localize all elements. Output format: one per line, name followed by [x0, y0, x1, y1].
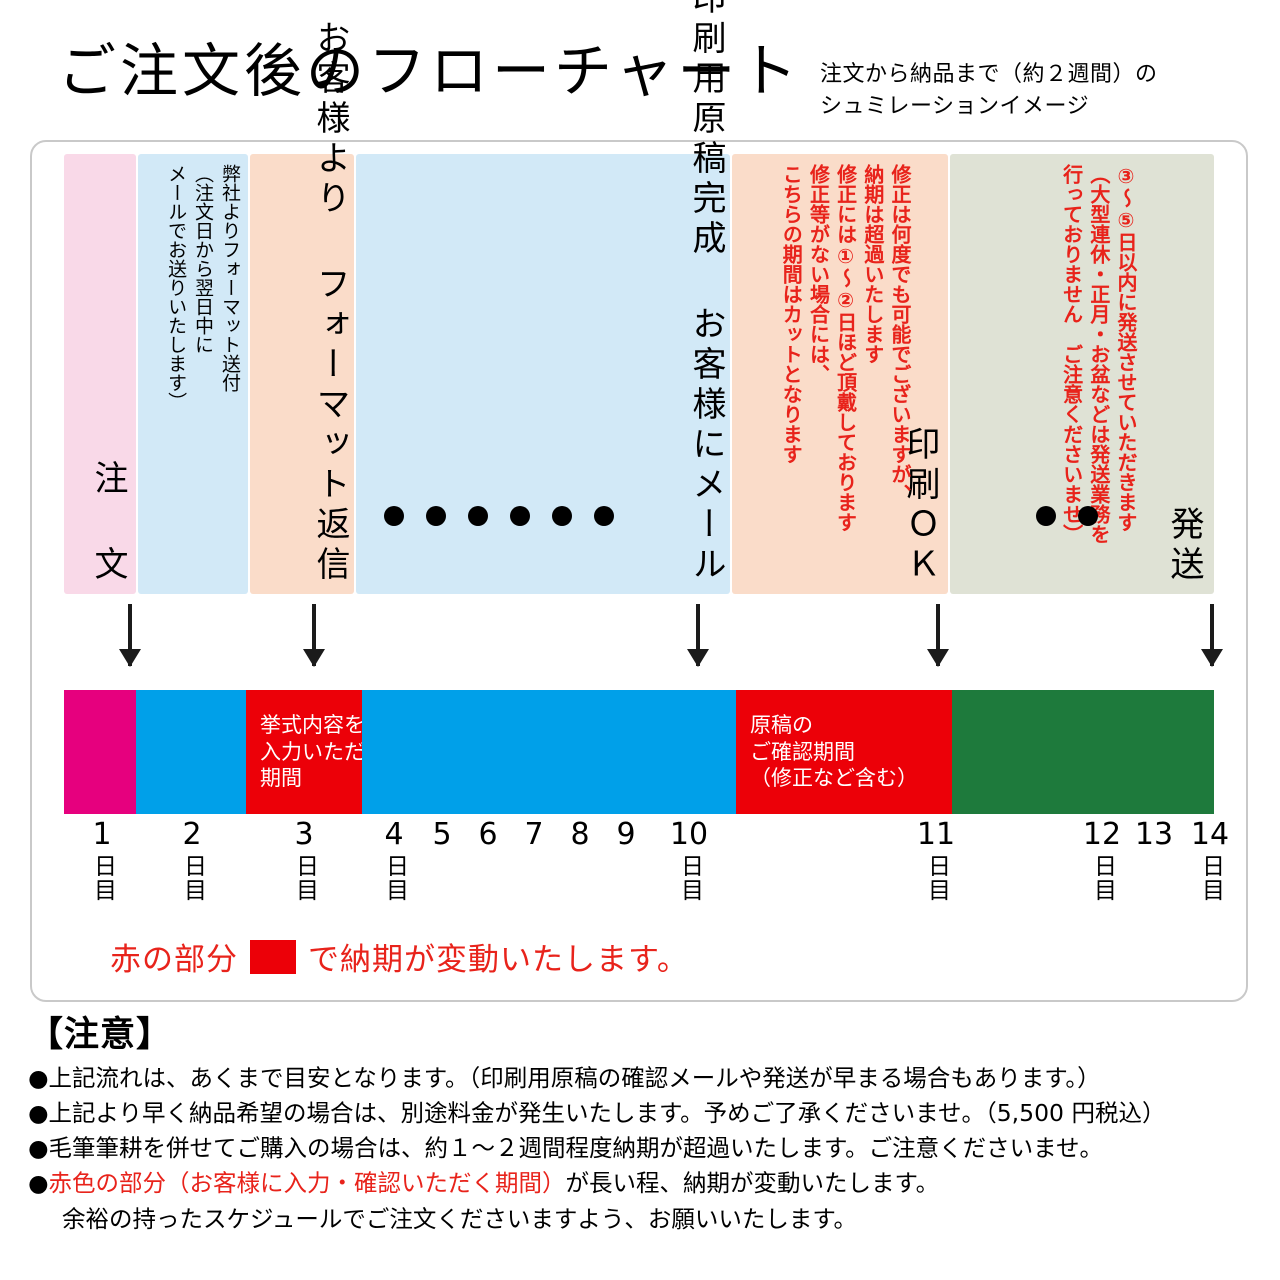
stage-label-print-ok: 印刷ＯＫ: [900, 426, 940, 586]
note-line-5: 余裕の持ったスケジュールでご注文くださいますよう、お願いいたします。: [62, 1204, 858, 1233]
timeline-segment-label-draft-check-period: 原稿の ご確認期間 （修正など含む）: [750, 713, 918, 791]
day-tick-13: 13: [1130, 820, 1178, 850]
flowchart-card: 注 文 弊社よりフォーマット送付 （注文日から翌日中に メールでお送りいたします）…: [30, 0, 1248, 1002]
stage-note-print-ok: 修正は何度でも可能でございますが、 納期は超過いたします 修正には①〜②日ほど頂…: [779, 164, 910, 532]
header: ご注文後のフローチャート 注文から納品まで（約２週間）の シュミレーションイメー…: [0, 0, 1280, 138]
day-number-12: 12: [1082, 817, 1122, 852]
note-line-2: ●上記より早く納品希望の場合は、別途料金が発生いたします。予めご了承くださいませ…: [28, 1098, 1166, 1127]
note-line-4: ●赤色の部分（お客様に入力・確認いただく期間）が長い程、納期が変動いたします。: [28, 1166, 1278, 1201]
day-number-2: 2: [182, 817, 202, 852]
timeline-segment-shipping-green: [952, 690, 1214, 814]
arrow-format-return-icon: [303, 604, 325, 667]
day-number-1: 1: [92, 817, 112, 852]
day-number-9: 9: [616, 817, 636, 852]
subtitle-line-2: シュミレーションイメージ: [820, 92, 1090, 118]
arrow-shipping-icon: [1201, 604, 1223, 667]
day-unit-10: 日目: [676, 854, 703, 902]
day-unit-11: 日目: [923, 854, 950, 902]
legend-red-swatch: [250, 939, 296, 974]
arrow-order-icon: [119, 604, 141, 667]
day-unit-14: 日目: [1197, 854, 1224, 902]
note-line-4-highlight: 赤色の部分（お客様に入力・確認いただく期間）: [48, 1169, 566, 1198]
timeline-segment-customer-input-period: 挙式内容を 入力いただく 期間: [246, 690, 386, 814]
timeline-segment-production-blue: [362, 690, 736, 814]
day-number-13: 13: [1134, 817, 1174, 852]
day-tick-11: 11 日目: [912, 820, 960, 907]
stage-label-format-returned: お客様より フォーマット返信: [310, 20, 350, 586]
timeline-segment-waiting-blue-1: [136, 690, 246, 814]
day-number-6: 6: [478, 817, 498, 852]
day-unit-12: 日目: [1089, 854, 1116, 902]
day-tick-8: 8: [556, 820, 604, 850]
dot-icon: [468, 506, 488, 526]
day-number-7: 7: [524, 817, 544, 852]
stage-column-row: 注 文 弊社よりフォーマット送付 （注文日から翌日中に メールでお送りいたします）…: [64, 0, 1214, 594]
ellipsis-dots-shipping: [1036, 506, 1098, 526]
day-unit-4: 日目: [381, 854, 408, 902]
day-tick-9: 9: [602, 820, 650, 850]
day-unit-2: 日目: [179, 854, 206, 902]
stage-column-format-sent: 弊社よりフォーマット送付 （注文日から翌日中に メールでお送りいたします）: [138, 154, 248, 594]
red-legend: 赤の部分 で納期が変動いたします。: [110, 934, 689, 979]
dot-icon: [594, 506, 614, 526]
dot-icon: [426, 506, 446, 526]
subtitle-line-1: 注文から納品まで（約２週間）の: [820, 61, 1158, 86]
dot-icon: [1036, 506, 1056, 526]
subtitle: 注文から納品まで（約２週間）の シュミレーションイメージ: [820, 58, 1250, 122]
day-tick-6: 6: [464, 820, 512, 850]
stage-label-shipping: 発送: [1164, 506, 1204, 586]
day-tick-5: 5: [418, 820, 466, 850]
stage-column-shipping: 発送 ③〜⑤日以内に発送させていただきます （大型連休・正月・お盆などは発送業務を…: [950, 154, 1214, 594]
arrow-print-ok-icon: [927, 604, 949, 667]
notes-heading: 【注意】: [28, 1015, 173, 1055]
dot-icon: [1078, 506, 1098, 526]
dot-icon: [552, 506, 572, 526]
day-tick-12: 12 日目: [1078, 820, 1126, 907]
stage-label-order: 注 文: [88, 460, 128, 586]
day-tick-1: 1 日目: [78, 820, 126, 907]
dot-icon: [384, 506, 404, 526]
note-line-1: ●上記流れは、あくまで目安となります。（印刷用原稿の確認メールや発送が早まる場合…: [28, 1063, 1101, 1092]
page-title: ご注文後のフローチャート: [58, 37, 802, 105]
arrow-draft-icon: [687, 604, 709, 667]
note-line-4-rest: が長い程、納期が変動いたします。: [565, 1169, 940, 1198]
arrow-row: [64, 604, 1223, 676]
dot-icon: [510, 506, 530, 526]
day-number-8: 8: [570, 817, 590, 852]
day-unit-1: 日目: [89, 854, 116, 902]
day-number-10: 10: [669, 817, 709, 852]
stage-column-format-returned: お客様より フォーマット返信: [250, 20, 354, 594]
ellipsis-dots-draft-complete: [384, 506, 614, 526]
timeline-segment-draft-check-period: 原稿の ご確認期間 （修正など含む）: [736, 690, 952, 814]
notes-section: 【注意】 ●上記流れは、あくまで目安となります。（印刷用原稿の確認メールや発送が…: [28, 1016, 1278, 1237]
day-tick-4: 4 日目: [370, 820, 418, 907]
day-number-4: 4: [384, 817, 404, 852]
day-number-11: 11: [916, 817, 956, 852]
stage-column-order: 注 文: [64, 154, 136, 594]
note-line-3: ●毛筆筆耕を併せてご購入の場合は、約１～２週間程度納期が超過いたします。ご注意く…: [28, 1134, 1103, 1162]
timeline-bar: 挙式内容を 入力いただく 期間 原稿の ご確認期間 （修正など含む）: [64, 690, 1214, 814]
stage-column-print-ok: 印刷ＯＫ 修正は何度でも可能でございますが、 納期は超過いたします 修正には①〜②…: [732, 154, 948, 594]
day-number-5: 5: [432, 817, 452, 852]
day-tick-row: 1 日目 2 日目 3 日目 4 日目 5 6 7 8 9 10 日目 11 日目 12 日目 13 14 日目: [64, 820, 1230, 932]
day-tick-7: 7: [510, 820, 558, 850]
day-tick-3: 3 日目: [280, 820, 328, 907]
day-tick-2: 2 日目: [168, 820, 216, 907]
day-tick-10: 10 日目: [665, 820, 713, 907]
legend-prefix-text: 赤の部分: [110, 942, 238, 978]
day-number-14: 14: [1190, 817, 1230, 852]
stage-note-shipping: ③〜⑤日以内に発送させていただきます （大型連休・正月・お盆などは発送業務を 行…: [1059, 164, 1136, 544]
day-number-3: 3: [294, 817, 314, 852]
stage-column-draft-complete: 印刷用原稿完成 お客様にメール: [356, 0, 730, 594]
day-unit-3: 日目: [291, 854, 318, 902]
note-line-4-bullet: ●: [28, 1169, 49, 1198]
stage-note-format-sent: 弊社よりフォーマット送付 （注文日から翌日中に メールでお送りいたします）: [165, 164, 240, 411]
day-tick-14: 14 日目: [1186, 820, 1234, 907]
stage-label-draft-complete: 印刷用原稿完成 お客様にメール: [686, 0, 726, 586]
legend-suffix-text: で納期が変動いたします。: [308, 942, 689, 978]
timeline-segment-order-day: [64, 690, 136, 814]
